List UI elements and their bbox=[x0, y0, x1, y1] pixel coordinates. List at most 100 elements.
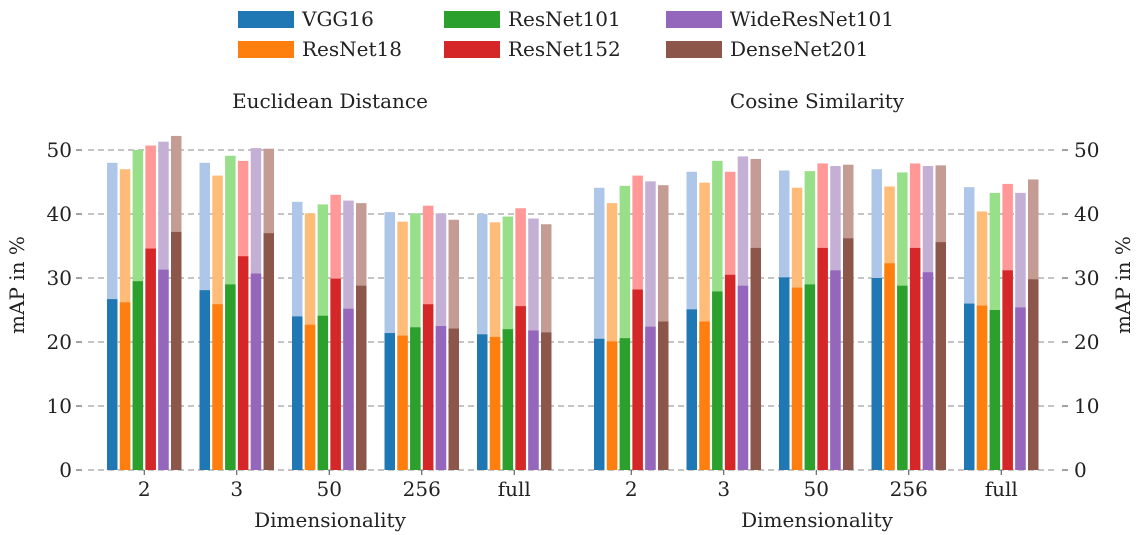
bar-0-0-1 bbox=[119, 302, 131, 470]
bar-1-1-1 bbox=[699, 321, 710, 470]
panel-title-0: Euclidean Distance bbox=[232, 89, 428, 113]
x-axis-label-0: Dimensionality bbox=[254, 508, 406, 532]
bar-1-1-0 bbox=[686, 309, 697, 470]
bar-0-2-2 bbox=[317, 315, 329, 470]
bar-1-1-5 bbox=[750, 247, 761, 470]
bar-1-2-1 bbox=[791, 287, 803, 470]
bar-0-1-2 bbox=[225, 284, 236, 470]
bar-0-4-5 bbox=[541, 332, 552, 470]
x-axis-label-1: Dimensionality bbox=[741, 508, 893, 532]
bar-0-4-1 bbox=[489, 336, 501, 470]
legend-label-resnet18: ResNet18 bbox=[302, 37, 402, 61]
legend-swatch-densenet201 bbox=[666, 40, 722, 58]
legend-swatch-wideresnet101 bbox=[666, 10, 722, 28]
legend-label-densenet201: DenseNet201 bbox=[730, 37, 869, 61]
y-tick-label-left-50: 50 bbox=[47, 138, 72, 162]
x-tick-label-0-4: full bbox=[498, 477, 531, 501]
bar-1-3-5 bbox=[935, 242, 946, 470]
bar-1-3-1 bbox=[884, 263, 895, 470]
bar-0-3-4 bbox=[435, 326, 447, 470]
x-tick-label-1-4: full bbox=[985, 477, 1018, 501]
bar-1-3-4 bbox=[922, 272, 934, 470]
bar-1-4-1 bbox=[976, 305, 988, 470]
y-tick-label-left-0: 0 bbox=[59, 458, 72, 482]
y-axis-label-right: mAP in % bbox=[1111, 236, 1135, 334]
legend-item-resnet101: ResNet101 bbox=[444, 6, 621, 32]
bar-1-4-4 bbox=[1015, 307, 1026, 470]
bar-1-1-2 bbox=[712, 291, 723, 470]
panel-title-1: Cosine Similarity bbox=[730, 89, 905, 113]
bar-1-2-4 bbox=[830, 270, 841, 470]
bar-1-3-2 bbox=[897, 285, 908, 470]
bar-1-1-3 bbox=[724, 274, 736, 470]
bar-1-4-0 bbox=[964, 303, 975, 470]
bar-1-4-5 bbox=[1028, 279, 1039, 470]
x-tick-label-0-0: 2 bbox=[138, 477, 151, 501]
bar-1-0-2 bbox=[619, 338, 631, 470]
bar-0-1-0 bbox=[199, 290, 210, 470]
x-tick-label-0-1: 3 bbox=[230, 477, 243, 501]
bar-0-1-5 bbox=[263, 233, 274, 470]
y-tick-label-left-40: 40 bbox=[47, 202, 72, 226]
legend-label-resnet152: ResNet152 bbox=[508, 37, 621, 61]
bar-upper-1-0-4 bbox=[645, 181, 656, 471]
bar-0-1-1 bbox=[212, 304, 223, 470]
bar-0-4-0 bbox=[477, 334, 488, 470]
bar-0-4-2 bbox=[502, 329, 514, 470]
bar-upper-1-0-1 bbox=[606, 203, 618, 470]
legend-item-resnet152: ResNet152 bbox=[444, 36, 621, 62]
bar-1-2-3 bbox=[817, 247, 828, 470]
bar-0-2-0 bbox=[292, 316, 303, 470]
bar-0-0-0 bbox=[107, 299, 118, 470]
legend-swatch-resnet101 bbox=[444, 10, 500, 28]
bar-1-2-2 bbox=[804, 284, 816, 470]
bar-1-2-5 bbox=[843, 238, 854, 470]
bar-1-4-2 bbox=[989, 310, 1001, 470]
bar-0-3-0 bbox=[384, 333, 395, 470]
bar-0-4-3 bbox=[515, 306, 526, 470]
bar-1-3-0 bbox=[871, 278, 882, 470]
bar-1-0-3 bbox=[632, 289, 643, 470]
bar-1-0-5 bbox=[658, 321, 669, 470]
y-tick-label-right-50: 50 bbox=[1074, 138, 1099, 162]
y-tick-label-left-10: 10 bbox=[47, 394, 72, 418]
bar-0-2-5 bbox=[356, 285, 367, 470]
y-tick-label-right-20: 20 bbox=[1074, 330, 1099, 354]
y-tick-label-right-0: 0 bbox=[1074, 458, 1087, 482]
legend-item-vgg16: VGG16 bbox=[238, 6, 374, 32]
bar-1-0-0 bbox=[594, 338, 605, 470]
legend-swatch-resnet152 bbox=[444, 40, 500, 58]
bar-0-3-5 bbox=[448, 328, 459, 470]
bar-1-4-3 bbox=[1002, 270, 1013, 470]
x-tick-label-1-2: 50 bbox=[804, 477, 829, 501]
x-tick-label-1-1: 3 bbox=[717, 477, 730, 501]
bar-0-3-3 bbox=[422, 304, 434, 470]
x-tick-label-0-2: 50 bbox=[317, 477, 342, 501]
y-tick-label-left-20: 20 bbox=[47, 330, 72, 354]
bar-1-0-4 bbox=[645, 326, 656, 470]
bar-0-2-4 bbox=[343, 308, 354, 470]
bar-0-4-4 bbox=[528, 330, 539, 470]
legend-item-resnet18: ResNet18 bbox=[238, 36, 402, 62]
legend-item-densenet201: DenseNet201 bbox=[666, 36, 868, 62]
bar-0-2-1 bbox=[304, 324, 316, 470]
bar-0-2-3 bbox=[330, 278, 341, 470]
legend-item-wideresnet101: WideResNet101 bbox=[666, 6, 894, 32]
y-tick-label-right-30: 30 bbox=[1074, 266, 1099, 290]
bar-0-0-2 bbox=[132, 281, 144, 470]
x-tick-label-1-0: 2 bbox=[625, 477, 638, 501]
bar-0-1-4 bbox=[250, 273, 262, 470]
legend-label-vgg16: VGG16 bbox=[302, 7, 374, 31]
bar-1-1-4 bbox=[737, 285, 749, 470]
chart-legend: VGG16 ResNet18 ResNet101 ResNet152 WideR… bbox=[238, 4, 938, 64]
y-tick-label-right-10: 10 bbox=[1074, 394, 1099, 418]
x-tick-label-1-3: 256 bbox=[890, 477, 928, 501]
bar-1-2-0 bbox=[779, 277, 790, 470]
bar-0-1-3 bbox=[237, 256, 249, 470]
bar-upper-1-0-2 bbox=[619, 185, 631, 470]
y-tick-label-right-40: 40 bbox=[1074, 202, 1099, 226]
legend-swatch-vgg16 bbox=[238, 10, 294, 28]
legend-label-resnet101: ResNet101 bbox=[508, 7, 621, 31]
bar-upper-1-0-0 bbox=[594, 187, 605, 470]
